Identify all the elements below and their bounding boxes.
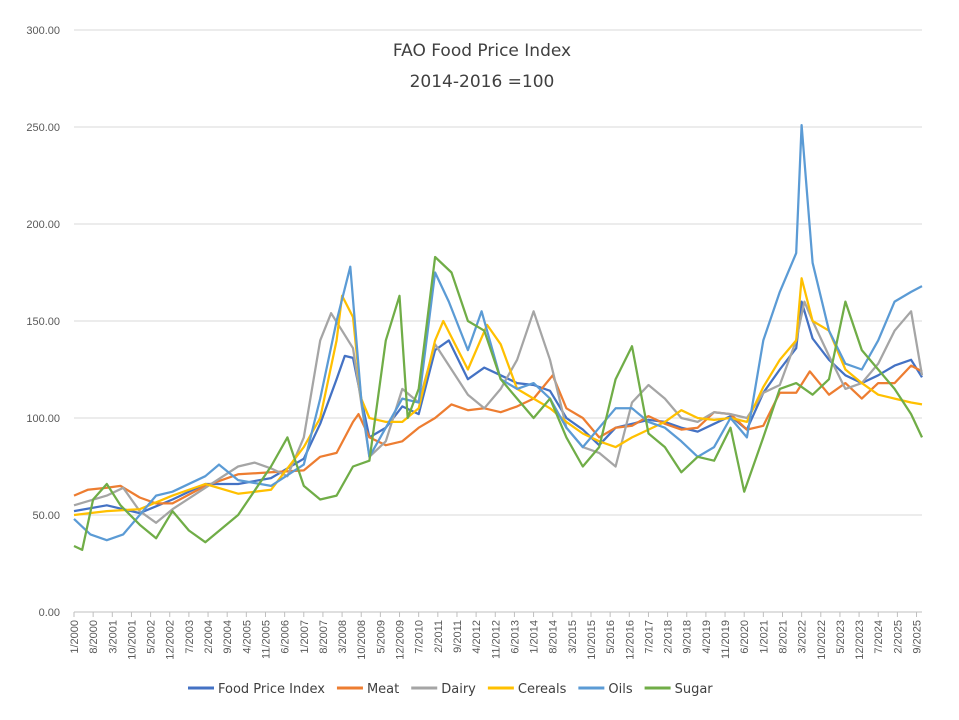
y-tick-label: 250.00 bbox=[26, 122, 60, 134]
x-tick-label: 1/2021 bbox=[758, 620, 770, 654]
x-tick-label: 9/2018 bbox=[682, 620, 694, 654]
series-lines bbox=[73, 123, 924, 552]
legend-item: Oils bbox=[578, 682, 633, 697]
x-tick-label: 10/2015 bbox=[586, 620, 598, 660]
x-tick-label: 4/2019 bbox=[701, 620, 713, 654]
x-tick-label: 10/2001 bbox=[126, 620, 138, 660]
x-tick-label: 7/2017 bbox=[643, 620, 655, 654]
legend-label: Oils bbox=[608, 682, 632, 697]
x-tick-label: 3/2022 bbox=[797, 620, 809, 654]
x-tick-label: 8/2007 bbox=[318, 620, 330, 654]
x-tick-label: 12/2009 bbox=[395, 620, 407, 660]
chart-title: FAO Food Price Index bbox=[393, 41, 571, 61]
x-tick-label: 1/2007 bbox=[299, 620, 311, 654]
x-tick-label: 8/2000 bbox=[88, 620, 100, 654]
legend-item: Dairy bbox=[411, 682, 476, 697]
y-tick-label: 150.00 bbox=[26, 316, 60, 328]
legend: Food Price Index Meat Dairy Cereals Oils Suga… bbox=[188, 682, 713, 697]
x-tick-label: 11/2019 bbox=[720, 620, 732, 659]
series-line-cereals bbox=[73, 277, 923, 517]
x-tick-label: 8/2021 bbox=[777, 620, 789, 654]
y-tick-label: 100.00 bbox=[26, 413, 60, 425]
x-axis: 1/2000 8/2000 3/2001 10/2001 5/2002 12/2002 7/… bbox=[69, 611, 924, 660]
x-tick-label: 4/2012 bbox=[471, 620, 483, 654]
y-tick-label: 50.00 bbox=[32, 510, 60, 522]
y-tick-label: 300.00 bbox=[26, 25, 60, 37]
x-tick-label: 1/2014 bbox=[529, 620, 541, 654]
x-tick-label: 10/2022 bbox=[816, 620, 828, 660]
x-tick-label: 7/2003 bbox=[184, 620, 196, 654]
legend-label: Meat bbox=[367, 682, 399, 697]
x-tick-label: 7/2024 bbox=[873, 620, 885, 654]
series-line-meat bbox=[73, 364, 923, 505]
x-tick-label: 5/2009 bbox=[375, 620, 387, 654]
legend-item: Cereals bbox=[487, 682, 567, 697]
legend-item: Food Price Index bbox=[188, 682, 325, 697]
x-tick-label: 6/2020 bbox=[739, 620, 751, 654]
legend-item: Meat bbox=[336, 682, 399, 697]
x-tick-label: 6/2006 bbox=[280, 620, 292, 654]
x-tick-label: 2/2025 bbox=[892, 620, 904, 654]
x-tick-label: 2/2018 bbox=[663, 620, 675, 654]
x-tick-label: 12/2023 bbox=[854, 620, 866, 660]
legend-label: Sugar bbox=[675, 682, 714, 697]
x-tick-label: 2/2004 bbox=[203, 620, 215, 654]
legend-label: Cereals bbox=[518, 682, 567, 697]
y-tick-label: 0.00 bbox=[39, 607, 60, 619]
x-tick-label: 3/2008 bbox=[337, 620, 349, 654]
x-tick-label: 11/2012 bbox=[490, 620, 502, 659]
x-tick-label: 7/2010 bbox=[414, 620, 426, 654]
x-tick-label: 3/2001 bbox=[107, 620, 119, 654]
x-tick-label: 9/2011 bbox=[452, 620, 464, 653]
y-tick-label: 200.00 bbox=[26, 219, 60, 231]
x-tick-label: 2/2011 bbox=[433, 620, 445, 653]
x-tick-label: 4/2005 bbox=[241, 620, 253, 654]
x-tick-label: 12/2016 bbox=[624, 620, 636, 660]
x-tick-label: 5/2016 bbox=[605, 620, 617, 654]
series-line-sugar bbox=[73, 255, 924, 552]
y-axis-ticks: 0.00 50.00 100.00 150.00 200.00 250.00 300.00 bbox=[26, 25, 60, 619]
x-tick-label: 1/2000 bbox=[69, 620, 81, 654]
x-tick-label: 6/2013 bbox=[509, 620, 521, 654]
x-tick-label: 9/2025 bbox=[912, 620, 924, 654]
chart-subtitle: 2014-2016 =100 bbox=[410, 72, 555, 92]
x-tick-label: 11/2005 bbox=[260, 620, 272, 659]
series-line-food-price-index bbox=[73, 300, 923, 515]
x-tick-label: 12/2002 bbox=[165, 620, 177, 660]
series-line-oils bbox=[73, 123, 923, 542]
x-tick-label: 9/2004 bbox=[222, 620, 234, 654]
x-tick-label: 10/2008 bbox=[356, 620, 368, 660]
x-tick-label: 8/2014 bbox=[548, 620, 560, 654]
legend-label: Dairy bbox=[441, 682, 476, 697]
legend-item: Sugar bbox=[644, 682, 714, 697]
x-tick-label: 5/2023 bbox=[835, 620, 847, 654]
x-tick-label: 5/2002 bbox=[146, 620, 158, 654]
series-line-dairy bbox=[73, 300, 924, 524]
legend-label: Food Price Index bbox=[218, 682, 325, 697]
x-tick-label: 3/2015 bbox=[567, 620, 579, 654]
